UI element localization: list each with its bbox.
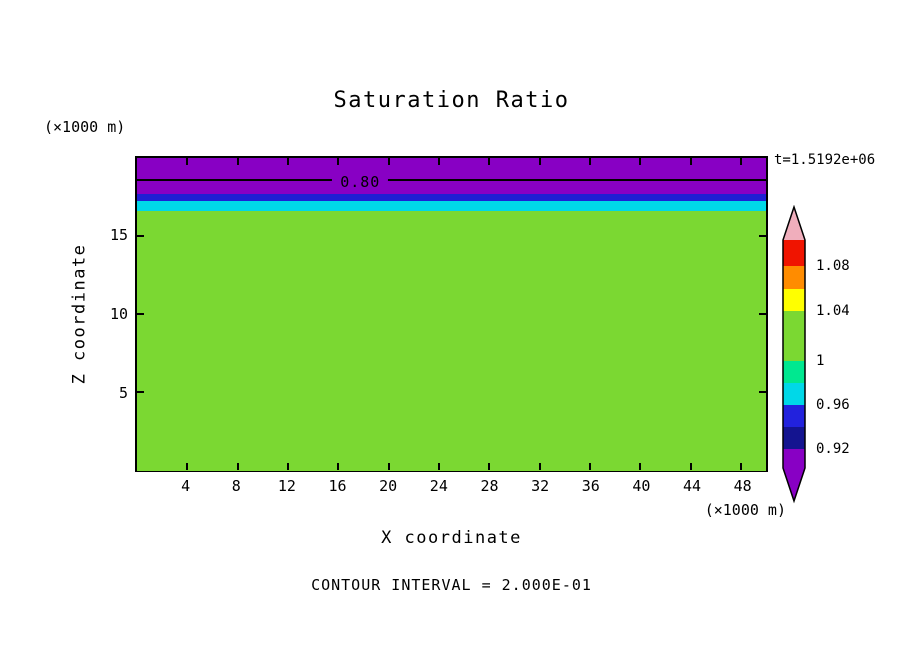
contour-band — [137, 158, 766, 195]
plot-area: 0.80 — [135, 156, 768, 472]
x-tick-mark — [337, 158, 340, 165]
y-axis-label: Z coordinate — [58, 156, 100, 472]
y-tick-mark — [759, 235, 766, 237]
x-tick-mark — [286, 463, 289, 470]
x-axis-units: (×1000 m) — [704, 501, 786, 519]
x-tick-mark — [689, 463, 692, 470]
time-annotation: t=1.5192e+06 — [774, 152, 876, 168]
y-tick-label: 5 — [118, 384, 128, 402]
contour-line-label: 0.80 — [332, 172, 389, 191]
x-tick-mark — [387, 158, 390, 165]
y-tick-mark — [137, 235, 144, 237]
colorbar-tick-label: 1 — [816, 353, 825, 369]
colorbar-segment — [783, 361, 805, 383]
y-axis-label-text: Z coordinate — [69, 243, 90, 385]
x-tick-label: 44 — [683, 477, 702, 495]
colorbar-segment — [783, 240, 805, 266]
colorbar-tick-label: 0.92 — [816, 441, 850, 457]
colorbar-labels: 1.08 1.04 1 0.96 0.92 — [816, 205, 886, 515]
x-tick-label: 12 — [277, 477, 296, 495]
x-tick-mark — [286, 158, 289, 165]
y-tick-mark — [759, 391, 766, 393]
colorbar-top-arrow — [783, 207, 805, 240]
x-tick-mark — [437, 463, 440, 470]
x-tick-label: 40 — [632, 477, 651, 495]
y-tick-mark — [137, 313, 144, 315]
colorbar-segment — [783, 427, 805, 449]
x-tick-mark — [588, 158, 591, 165]
contour-line: 0.80 — [137, 172, 766, 191]
colorbar — [782, 205, 806, 504]
x-tick-mark — [186, 158, 189, 165]
y-tick-label: 15 — [109, 226, 128, 244]
contour-band — [137, 211, 766, 471]
x-tick-label: 24 — [429, 477, 448, 495]
y-tick-labels: 5 10 15 — [88, 156, 128, 472]
x-tick-labels: 4 8 12 16 20 24 28 32 36 40 44 48 — [135, 477, 768, 499]
x-tick-label: 8 — [231, 477, 241, 495]
x-tick-mark — [437, 158, 440, 165]
x-tick-label: 20 — [379, 477, 398, 495]
x-tick-mark — [387, 463, 390, 470]
x-tick-mark — [739, 158, 742, 165]
x-tick-label: 36 — [581, 477, 600, 495]
x-tick-mark — [538, 463, 541, 470]
x-axis-label: X coordinate — [381, 528, 522, 548]
contour-band — [137, 193, 766, 203]
x-tick-mark — [488, 463, 491, 470]
colorbar-outline — [782, 205, 806, 504]
x-tick-mark — [186, 463, 189, 470]
x-tick-label: 4 — [181, 477, 191, 495]
colorbar-segment — [783, 289, 805, 311]
x-tick-mark — [689, 158, 692, 165]
x-tick-mark — [588, 463, 591, 470]
x-tick-label: 32 — [531, 477, 550, 495]
x-tick-mark — [639, 463, 642, 470]
contour-band — [137, 201, 766, 213]
colorbar-segment — [783, 383, 805, 405]
x-tick-mark — [739, 463, 742, 470]
colorbar-tick-label: 1.08 — [816, 258, 850, 274]
x-tick-mark — [538, 158, 541, 165]
x-tick-mark — [236, 463, 239, 470]
y-tick-mark — [759, 313, 766, 315]
x-tick-mark — [337, 463, 340, 470]
chart-title: Saturation Ratio — [333, 88, 570, 113]
colorbar-bottom-arrow — [783, 468, 805, 501]
y-tick-mark — [137, 391, 144, 393]
x-tick-mark — [236, 158, 239, 165]
x-tick-mark — [639, 158, 642, 165]
x-tick-label: 28 — [480, 477, 499, 495]
x-tick-mark — [488, 158, 491, 165]
colorbar-segment — [783, 449, 805, 468]
colorbar-segment — [783, 311, 805, 361]
colorbar-tick-label: 0.96 — [816, 397, 850, 413]
plot-bands — [137, 158, 766, 471]
x-tick-label: 16 — [328, 477, 347, 495]
colorbar-segment — [783, 405, 805, 427]
colorbar-segment — [783, 266, 805, 289]
y-tick-label: 10 — [109, 305, 128, 323]
colorbar-tick-label: 1.04 — [816, 303, 850, 319]
x-tick-label: 48 — [733, 477, 752, 495]
y-axis-units: (×1000 m) — [44, 118, 126, 136]
contour-interval-note: CONTOUR INTERVAL = 2.000E-01 — [311, 576, 592, 594]
